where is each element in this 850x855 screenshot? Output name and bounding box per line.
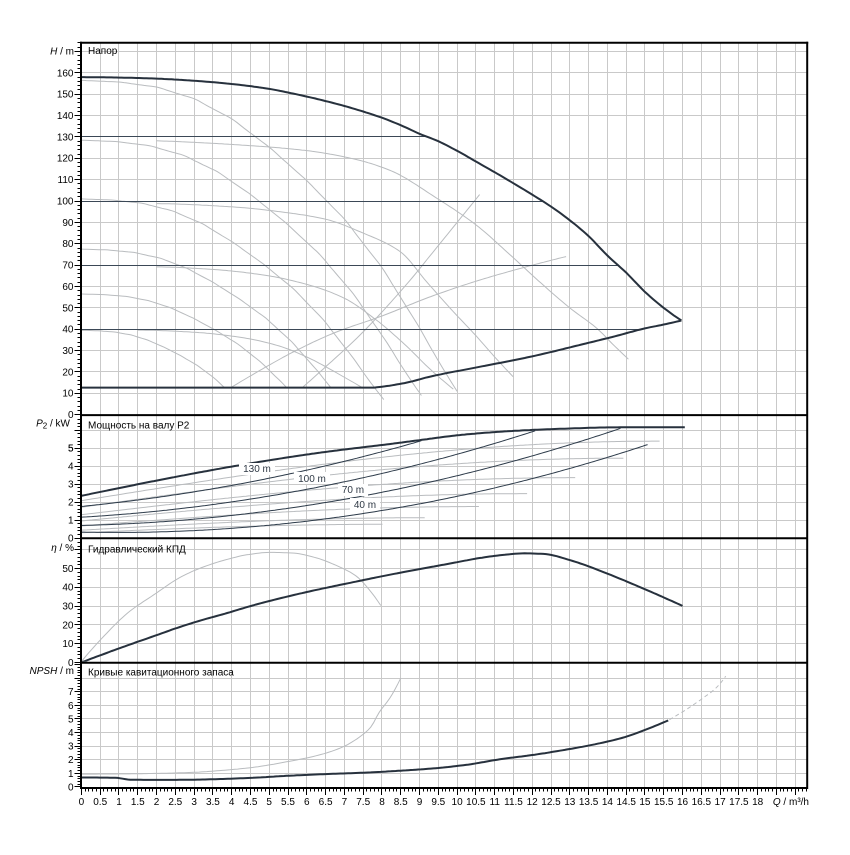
svg-text:10: 10: [452, 797, 464, 808]
svg-text:11.5: 11.5: [504, 797, 523, 808]
svg-text:Мощность на валу P2: Мощность на валу P2: [88, 421, 190, 432]
svg-text:130: 130: [57, 132, 74, 143]
svg-text:100 m: 100 m: [298, 474, 326, 485]
svg-text:30: 30: [62, 602, 74, 613]
svg-text:Кривые кавитационного запаса: Кривые кавитационного запаса: [88, 668, 234, 679]
svg-text:70 m: 70 m: [342, 485, 364, 496]
svg-text:16.5: 16.5: [692, 797, 712, 808]
svg-text:14.5: 14.5: [616, 797, 636, 808]
svg-text:80: 80: [62, 239, 74, 250]
svg-text:90: 90: [62, 218, 74, 229]
svg-text:20: 20: [62, 367, 74, 378]
svg-text:50: 50: [62, 564, 74, 575]
svg-text:Q / m³/h: Q / m³/h: [773, 797, 809, 808]
svg-text:0: 0: [68, 658, 74, 669]
svg-text:2: 2: [68, 755, 74, 766]
svg-text:30: 30: [62, 346, 74, 357]
svg-text:1: 1: [68, 769, 74, 780]
svg-text:3: 3: [191, 797, 197, 808]
svg-text:2: 2: [154, 797, 160, 808]
svg-text:150: 150: [57, 90, 74, 101]
svg-text:9: 9: [417, 797, 423, 808]
svg-text:η / %: η / %: [51, 543, 74, 554]
svg-text:50: 50: [62, 303, 74, 314]
svg-text:7: 7: [68, 687, 74, 698]
svg-text:3: 3: [68, 480, 74, 491]
svg-text:11: 11: [490, 797, 501, 808]
svg-text:8: 8: [379, 797, 385, 808]
svg-text:10: 10: [62, 639, 74, 650]
svg-text:5.5: 5.5: [281, 797, 295, 808]
svg-text:13.5: 13.5: [579, 797, 599, 808]
svg-text:100: 100: [57, 197, 74, 208]
svg-text:40: 40: [62, 325, 74, 336]
svg-text:14: 14: [602, 797, 614, 808]
svg-text:10: 10: [62, 389, 74, 400]
svg-text:40 m: 40 m: [354, 500, 376, 511]
svg-text:Напор: Напор: [88, 46, 118, 57]
svg-text:7: 7: [342, 797, 348, 808]
svg-text:110: 110: [58, 175, 74, 186]
svg-text:0: 0: [68, 533, 74, 544]
svg-text:P2 / kW: P2 / kW: [36, 419, 70, 431]
svg-text:16: 16: [677, 797, 689, 808]
svg-text:70: 70: [62, 261, 74, 272]
svg-text:15: 15: [639, 797, 651, 808]
svg-text:4: 4: [229, 797, 235, 808]
svg-text:18: 18: [752, 797, 764, 808]
svg-text:17: 17: [715, 797, 727, 808]
svg-text:4: 4: [68, 728, 74, 739]
svg-text:1: 1: [68, 515, 74, 526]
svg-text:0: 0: [68, 410, 74, 421]
svg-text:12: 12: [527, 797, 539, 808]
svg-text:3: 3: [68, 742, 74, 753]
svg-text:Гидравлический КПД: Гидравлический КПД: [88, 545, 186, 556]
svg-text:5: 5: [68, 444, 74, 455]
svg-text:5: 5: [68, 714, 74, 725]
svg-text:0: 0: [79, 797, 85, 808]
svg-text:10.5: 10.5: [466, 797, 486, 808]
svg-text:2: 2: [68, 498, 74, 509]
svg-text:6: 6: [68, 701, 74, 712]
svg-text:60: 60: [62, 282, 74, 293]
svg-text:7.5: 7.5: [356, 797, 370, 808]
svg-text:5: 5: [68, 444, 74, 455]
svg-text:160: 160: [57, 68, 74, 79]
svg-text:130 m: 130 m: [243, 464, 271, 475]
svg-text:4.5: 4.5: [244, 797, 258, 808]
svg-text:0.5: 0.5: [93, 797, 107, 808]
svg-text:2.5: 2.5: [168, 797, 182, 808]
svg-text:15.5: 15.5: [654, 797, 674, 808]
svg-text:1.5: 1.5: [131, 797, 145, 808]
svg-text:3.5: 3.5: [206, 797, 220, 808]
svg-text:0: 0: [68, 782, 74, 793]
svg-text:13: 13: [564, 797, 576, 808]
svg-text:NPSH / m: NPSH / m: [30, 666, 74, 677]
svg-text:4: 4: [68, 462, 74, 473]
svg-text:6: 6: [304, 797, 310, 808]
svg-text:20: 20: [62, 620, 74, 631]
svg-text:12.5: 12.5: [541, 797, 561, 808]
svg-text:H / m: H / m: [50, 47, 74, 58]
svg-text:5: 5: [266, 797, 272, 808]
svg-text:40: 40: [62, 583, 74, 594]
svg-text:9.5: 9.5: [431, 797, 445, 808]
svg-text:1: 1: [116, 797, 122, 808]
svg-text:17.5: 17.5: [729, 797, 749, 808]
svg-text:6.5: 6.5: [319, 797, 333, 808]
svg-text:8.5: 8.5: [394, 797, 408, 808]
svg-text:140: 140: [57, 111, 74, 122]
svg-text:120: 120: [57, 154, 74, 165]
